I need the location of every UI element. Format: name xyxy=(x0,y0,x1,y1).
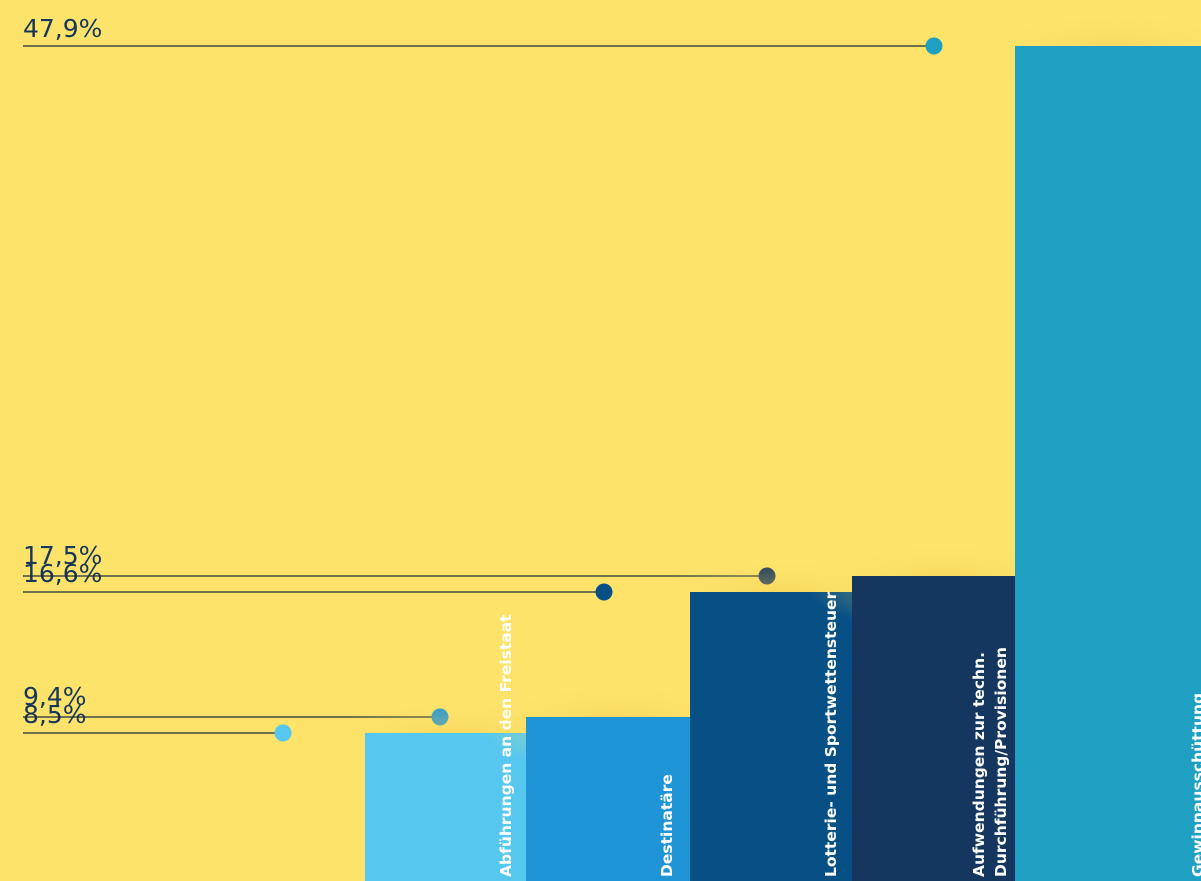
bar-label: Aufwendungen zur techn. xyxy=(970,652,988,877)
value-label: 16,6% xyxy=(23,559,102,588)
bar-group: Gewinnausschüttung xyxy=(965,11,1201,881)
bar xyxy=(526,717,712,881)
bar xyxy=(852,576,1038,881)
value-dot xyxy=(274,724,292,742)
bar xyxy=(690,592,876,881)
value-dot xyxy=(595,583,613,601)
bar-label: Durchführung/Provisionen xyxy=(992,647,1010,877)
value-label: 8,5% xyxy=(23,700,87,729)
value-dot xyxy=(925,37,943,55)
value-label: 17,5% xyxy=(23,541,102,570)
bar xyxy=(1015,46,1201,881)
bar-label: Gewinnausschüttung xyxy=(1189,693,1201,877)
value-label: 47,9% xyxy=(23,14,102,43)
bar-label: Destinatäre xyxy=(658,774,676,877)
bar-label: Lotterie- und Sportwettensteuer xyxy=(822,591,840,877)
value-label: 9,4% xyxy=(23,682,87,711)
